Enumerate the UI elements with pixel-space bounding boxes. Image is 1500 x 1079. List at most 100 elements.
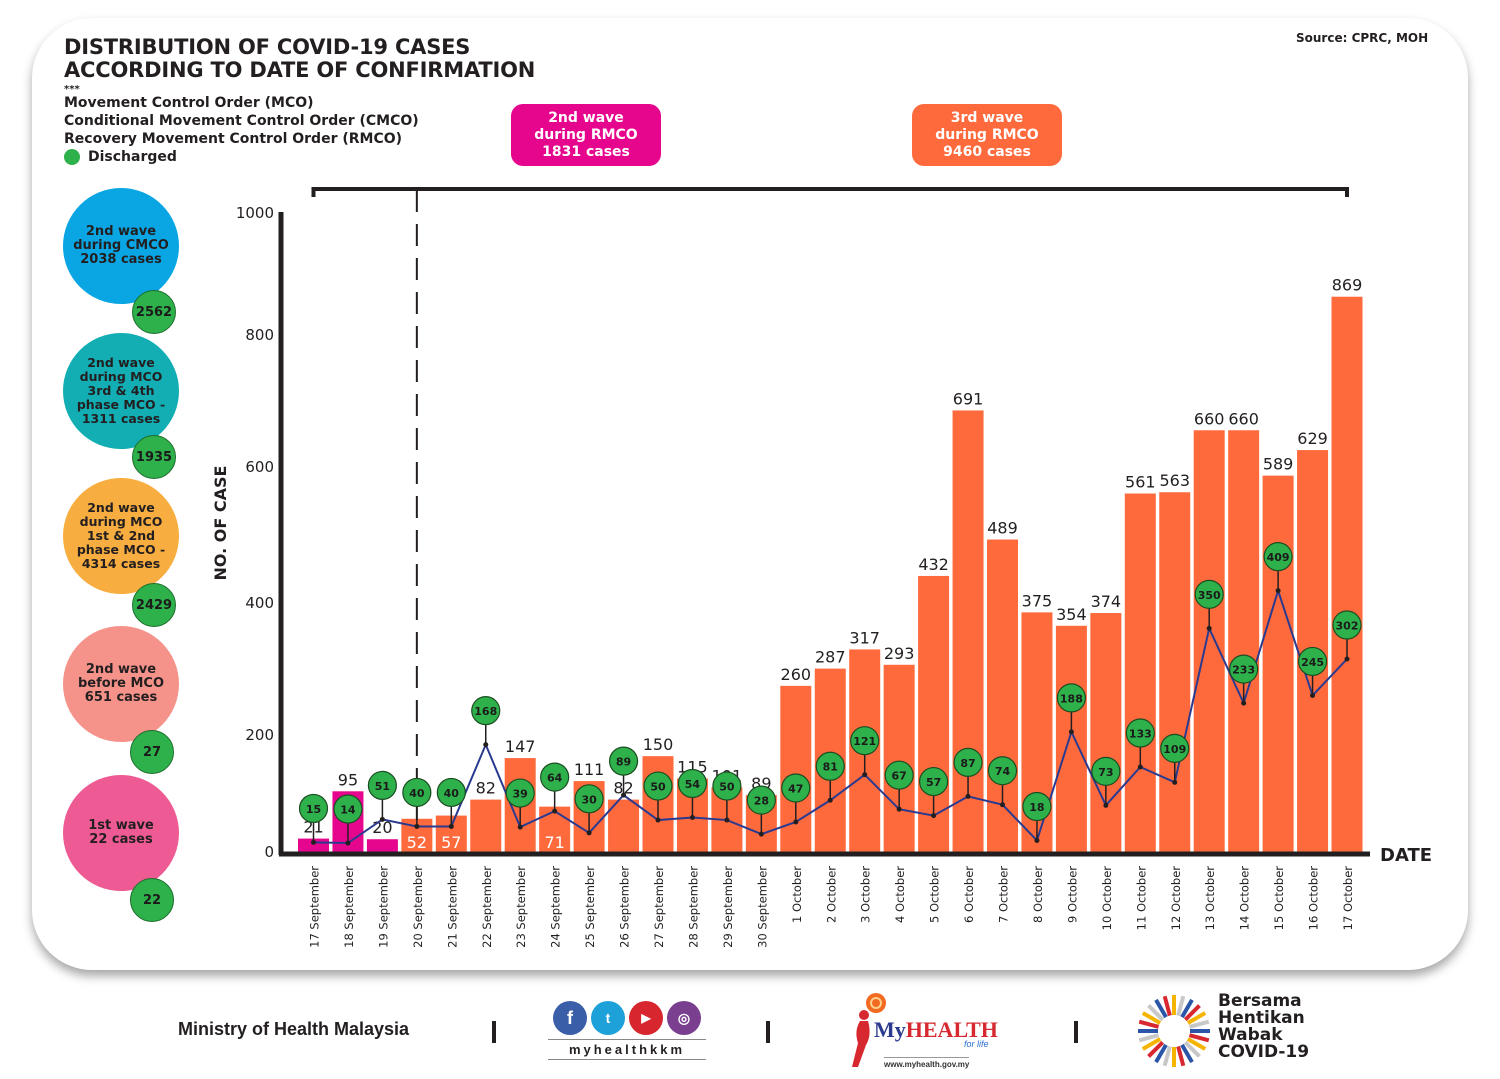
- discharged-value-label: 350: [1198, 589, 1221, 602]
- burst-ray: [1162, 995, 1172, 1017]
- burst-ray: [1147, 1040, 1165, 1058]
- discharged-bubble: [574, 784, 604, 814]
- discharged-point: [1103, 802, 1109, 808]
- x-tick-label: 3 October: [859, 866, 873, 923]
- discharged-value-label: 81: [823, 761, 838, 774]
- x-tick-label: 6 October: [962, 866, 976, 923]
- bar: [1090, 613, 1122, 852]
- discharged-value-label: 73: [1098, 766, 1113, 779]
- discharged-value-label: 188: [1060, 692, 1083, 705]
- myhealth-url[interactable]: www.myhealth.gov.my: [884, 1057, 970, 1069]
- discharged-bubble-before-mco: 27: [130, 730, 174, 774]
- twitter-icon[interactable]: t: [591, 1001, 625, 1035]
- bar: [539, 806, 571, 852]
- bar-value-label: 375: [1022, 591, 1053, 610]
- discharged-value-label: 89: [616, 756, 631, 769]
- discharged-point: [689, 814, 695, 820]
- legend-item-discharged: Discharged: [64, 148, 419, 166]
- x-tick-label: 11 October: [1134, 866, 1148, 931]
- facebook-icon[interactable]: f: [553, 1001, 587, 1035]
- x-tick-label: 7 October: [997, 866, 1011, 923]
- x-tick-label: 26 September: [618, 866, 632, 948]
- x-tick-label: 20 September: [411, 866, 425, 948]
- legend: *** Movement Control Order (MCO) Conditi…: [64, 85, 419, 166]
- discharged-point: [758, 831, 764, 837]
- instagram-icon[interactable]: ◎: [667, 1001, 701, 1035]
- myhealth-logo: MyHEALTH for life www.myhealth.gov.my: [846, 991, 1006, 1071]
- discharged-value-label: 168: [474, 705, 497, 718]
- social-links: f t ▶ ◎ myhealthkkm: [548, 1001, 706, 1060]
- discharged-bubble: [367, 770, 397, 801]
- y-tick-label: 200: [245, 726, 274, 744]
- x-tick-label: 4 October: [893, 866, 907, 923]
- legend-discharged-label: Discharged: [88, 149, 177, 165]
- youtube-icon[interactable]: ▶: [629, 1001, 663, 1035]
- x-tick-label: 21 September: [445, 866, 459, 948]
- bar-value-label: 660: [1228, 409, 1259, 428]
- discharged-point: [1172, 779, 1178, 785]
- discharged-point: [724, 817, 730, 823]
- x-tick-label: 18 September: [342, 866, 356, 948]
- social-handle[interactable]: myhealthkkm: [548, 1039, 706, 1060]
- ministry-label: Ministry of Health Malaysia: [178, 1019, 410, 1039]
- bar-value-label: 561: [1125, 473, 1156, 492]
- bar: [1193, 430, 1225, 852]
- discharged-point: [1137, 764, 1143, 770]
- y-tick-label: 400: [245, 594, 274, 612]
- discharged-point: [311, 839, 316, 845]
- x-tick-label: 16 October: [1307, 866, 1321, 931]
- x-tick-label: 9 October: [1065, 866, 1079, 923]
- wave-box-2nd-rmco: 2nd wave during RMCO 1831 cases: [511, 104, 661, 166]
- burst-ray: [1180, 1043, 1194, 1064]
- burst-ray: [1154, 998, 1168, 1019]
- x-tick-label: 17 September: [308, 866, 322, 948]
- bar-value-label: 57: [441, 833, 461, 852]
- bar: [1262, 475, 1294, 852]
- bar-value-label: 287: [815, 648, 846, 667]
- x-tick-label: 28 September: [686, 866, 700, 948]
- bar: [1228, 430, 1260, 852]
- page-title: DISTRIBUTION OF COVID-19 CASES ACCORDING…: [64, 36, 535, 82]
- x-tick-label: 19 September: [376, 866, 390, 948]
- bar: [608, 799, 640, 852]
- discharged-point: [965, 793, 971, 799]
- y-tick-label: 0: [264, 843, 274, 861]
- discharged-point: [1310, 692, 1316, 698]
- discharged-value-label: 51: [375, 780, 390, 793]
- discharged-point: [1206, 625, 1212, 631]
- discharged-point: [896, 806, 902, 812]
- campaign-text: Bersama Hentikan Wabak COVID-19: [1218, 991, 1310, 1062]
- discharged-bubble: [850, 726, 880, 756]
- bar: [780, 685, 812, 852]
- discharged-value-label: 245: [1301, 656, 1324, 669]
- discharged-bubble: [953, 747, 983, 778]
- myhealth-figure-icon: [852, 993, 886, 1067]
- discharged-value-label: 67: [891, 770, 906, 783]
- discharged-bubble: [918, 766, 949, 797]
- discharged-point: [655, 817, 661, 823]
- bar-value-label: 589: [1263, 455, 1294, 474]
- burst-ray: [1176, 995, 1186, 1017]
- x-tick-label: 1 October: [790, 866, 804, 923]
- discharged-point: [379, 816, 385, 822]
- discharged-value-label: 54: [685, 778, 701, 791]
- discharged-value-label: 40: [444, 787, 460, 800]
- discharged-value-label: 57: [926, 776, 941, 789]
- x-tick-label: 17 October: [1341, 866, 1355, 931]
- discharged-bubble-cmco: 2562: [132, 290, 176, 334]
- discharged-bubble: [436, 777, 466, 808]
- bar: [470, 799, 502, 852]
- bar-value-label: 691: [953, 389, 984, 408]
- burst-ray: [1180, 998, 1194, 1019]
- bar-value-label: 52: [407, 833, 427, 852]
- discharged-bubble: [402, 777, 432, 808]
- discharged-value-label: 50: [650, 781, 666, 794]
- discharged-point: [1034, 837, 1040, 843]
- bar-value-label: 374: [1091, 592, 1122, 611]
- bar-value-label: 260: [781, 665, 812, 684]
- discharged-point: [1241, 700, 1247, 706]
- burst-ray: [1138, 1019, 1160, 1029]
- discharged-bubble: [1160, 733, 1190, 763]
- bar: [1055, 625, 1087, 852]
- x-tick-label: 15 October: [1272, 866, 1286, 931]
